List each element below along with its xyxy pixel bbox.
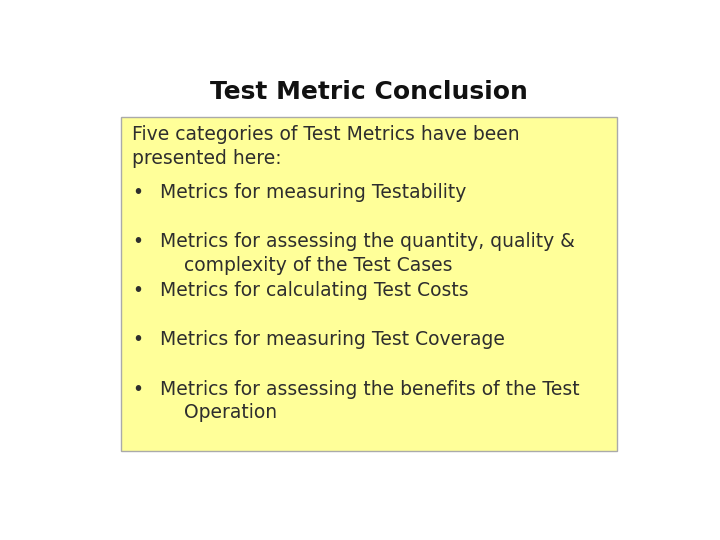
Text: Metrics for assessing the quantity, quality &
    complexity of the Test Cases: Metrics for assessing the quantity, qual… bbox=[160, 232, 575, 275]
Text: •: • bbox=[132, 183, 143, 202]
Text: •: • bbox=[132, 281, 143, 300]
Text: Metrics for calculating Test Costs: Metrics for calculating Test Costs bbox=[160, 281, 469, 300]
Text: •: • bbox=[132, 330, 143, 349]
Text: Metrics for measuring Test Coverage: Metrics for measuring Test Coverage bbox=[160, 330, 505, 349]
Text: Metrics for assessing the benefits of the Test
    Operation: Metrics for assessing the benefits of th… bbox=[160, 380, 580, 422]
Text: •: • bbox=[132, 380, 143, 399]
Text: Five categories of Test Metrics have been
presented here:: Five categories of Test Metrics have bee… bbox=[132, 125, 519, 168]
Text: •: • bbox=[132, 232, 143, 251]
FancyBboxPatch shape bbox=[121, 117, 617, 451]
Text: Metrics for measuring Testability: Metrics for measuring Testability bbox=[160, 183, 466, 202]
Text: Test Metric Conclusion: Test Metric Conclusion bbox=[210, 80, 528, 104]
